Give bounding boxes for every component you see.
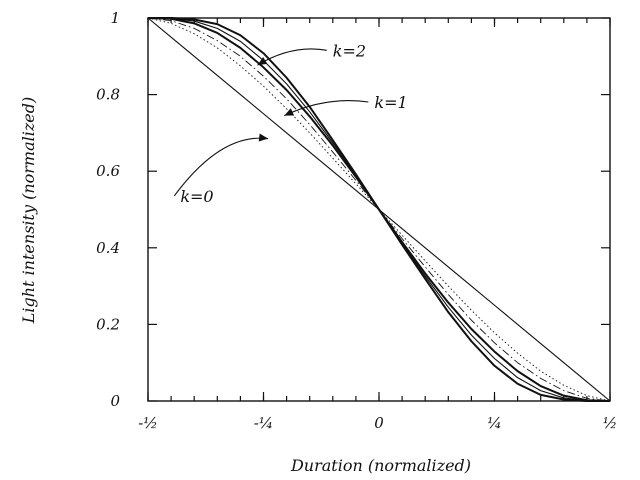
y-tick-label: 1 [110, 9, 120, 27]
series-line-curve-2 [147, 17, 611, 402]
x-tick-label: ¼ [487, 414, 502, 432]
series-line-k-2 [148, 17, 610, 402]
x-tick-label: -¼ [254, 414, 274, 432]
tick-labels: -½ -¼ 0 ¼ ½ 0 0.2 0.4 0.6 0.8 1 [96, 9, 617, 432]
y-tick-label: 0.4 [96, 239, 120, 257]
x-tick-label: -½ [138, 414, 158, 432]
y-tick-label: 0.8 [96, 86, 120, 104]
y-tick-label: 0 [110, 392, 120, 410]
y-axis-label: Light intensity (normalized) [19, 97, 38, 324]
series-group [147, 17, 611, 402]
x-tick-label: ½ [603, 414, 618, 432]
x-axis-label: Duration (normalized) [290, 456, 471, 475]
annotation-label-k-1: k=1 [374, 93, 407, 112]
x-tick-label: 0 [374, 414, 384, 432]
annotations-group: k=2 k=1 k=0 [173, 41, 408, 206]
annotation-label-k-2: k=2 [333, 41, 366, 60]
annotation-arrow-line [284, 100, 369, 117]
annotation-label-k-0: k=0 [180, 187, 213, 206]
annotation-arrowhead [257, 57, 268, 66]
y-tick-label: 0.6 [96, 162, 120, 180]
y-tick-label: 0.2 [96, 315, 120, 333]
annotation-arrowhead [258, 133, 269, 142]
annotation-arrowhead [284, 108, 295, 116]
annotation-arrow-line [173, 137, 269, 197]
